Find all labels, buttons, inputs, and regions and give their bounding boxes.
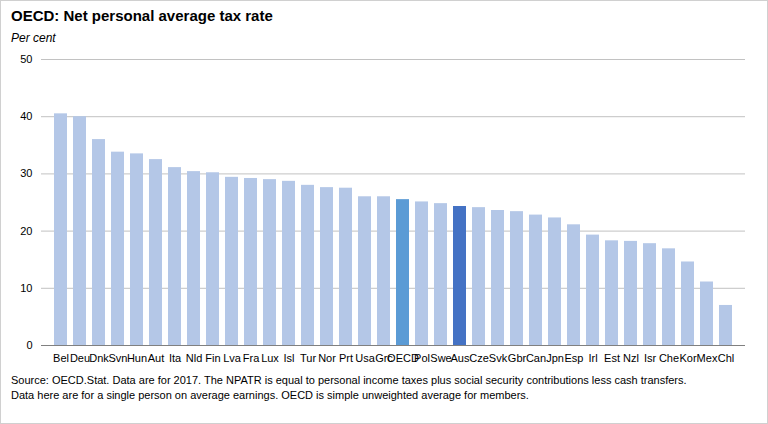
svg-text:Ita: Ita (169, 352, 182, 364)
svg-text:Tur: Tur (300, 352, 316, 364)
svg-text:Lux: Lux (261, 352, 279, 364)
svg-text:Irl: Irl (588, 352, 597, 364)
svg-text:10: 10 (20, 282, 32, 294)
svg-text:30: 30 (20, 167, 32, 179)
html-text:OECD: Net personal average tax: OECD: Net personal average tax rate (11, 7, 273, 24)
svg-text:Usa: Usa (355, 352, 375, 364)
svg-text:Fin: Fin (205, 352, 220, 364)
svg-text:Svk: Svk (489, 352, 508, 364)
svg-text:20: 20 (20, 225, 32, 237)
svg-text:Fra: Fra (243, 352, 260, 364)
svg-text:Che: Che (659, 352, 679, 364)
svg-text:Cze: Cze (469, 352, 489, 364)
svg-text:Pol: Pol (414, 352, 430, 364)
svg-text:Dnk: Dnk (89, 352, 109, 364)
svg-text:Deu: Deu (70, 352, 90, 364)
svg-text:Lva: Lva (223, 352, 242, 364)
svg-text:OECD: OECD (387, 352, 419, 365)
svg-text:Chl: Chl (718, 352, 735, 364)
svg-text:Isl: Isl (284, 352, 295, 364)
svg-text:Nld: Nld (186, 352, 203, 364)
svg-text:50: 50 (20, 53, 32, 65)
svg-text:Mex: Mex (697, 352, 718, 364)
svg-text:Prt: Prt (339, 352, 353, 364)
svg-text:Jpn: Jpn (546, 352, 564, 364)
svg-text:Svn: Svn (109, 352, 128, 364)
svg-text:Grc: Grc (375, 352, 393, 365)
svg-text:Can: Can (526, 352, 546, 364)
html-text:Source: OECD.Stat. Data are fo: Source: OECD.Stat. Data are for 2017. Th… (11, 374, 687, 386)
svg-text:Aut: Aut (148, 352, 165, 364)
svg-text:Aus: Aus (451, 352, 470, 364)
svg-text:40: 40 (20, 110, 32, 122)
svg-text:Bel: Bel (53, 352, 69, 364)
svg-text:Nzl: Nzl (623, 352, 639, 364)
svg-text:Kor: Kor (679, 352, 696, 364)
svg-text:Isr: Isr (644, 352, 657, 364)
svg-text:Gbr: Gbr (508, 352, 527, 364)
html-text:Per cent: Per cent (11, 31, 56, 45)
svg-text:0: 0 (26, 339, 32, 351)
svg-text:Swe: Swe (430, 352, 451, 364)
svg-text:Esp: Esp (565, 352, 584, 364)
svg-text:Hun: Hun (127, 352, 147, 364)
html-text:Data here are for a single per: Data here are for a single person on ave… (11, 389, 529, 401)
svg-text:Nor: Nor (318, 352, 336, 364)
svg-text:Est: Est (604, 352, 620, 364)
